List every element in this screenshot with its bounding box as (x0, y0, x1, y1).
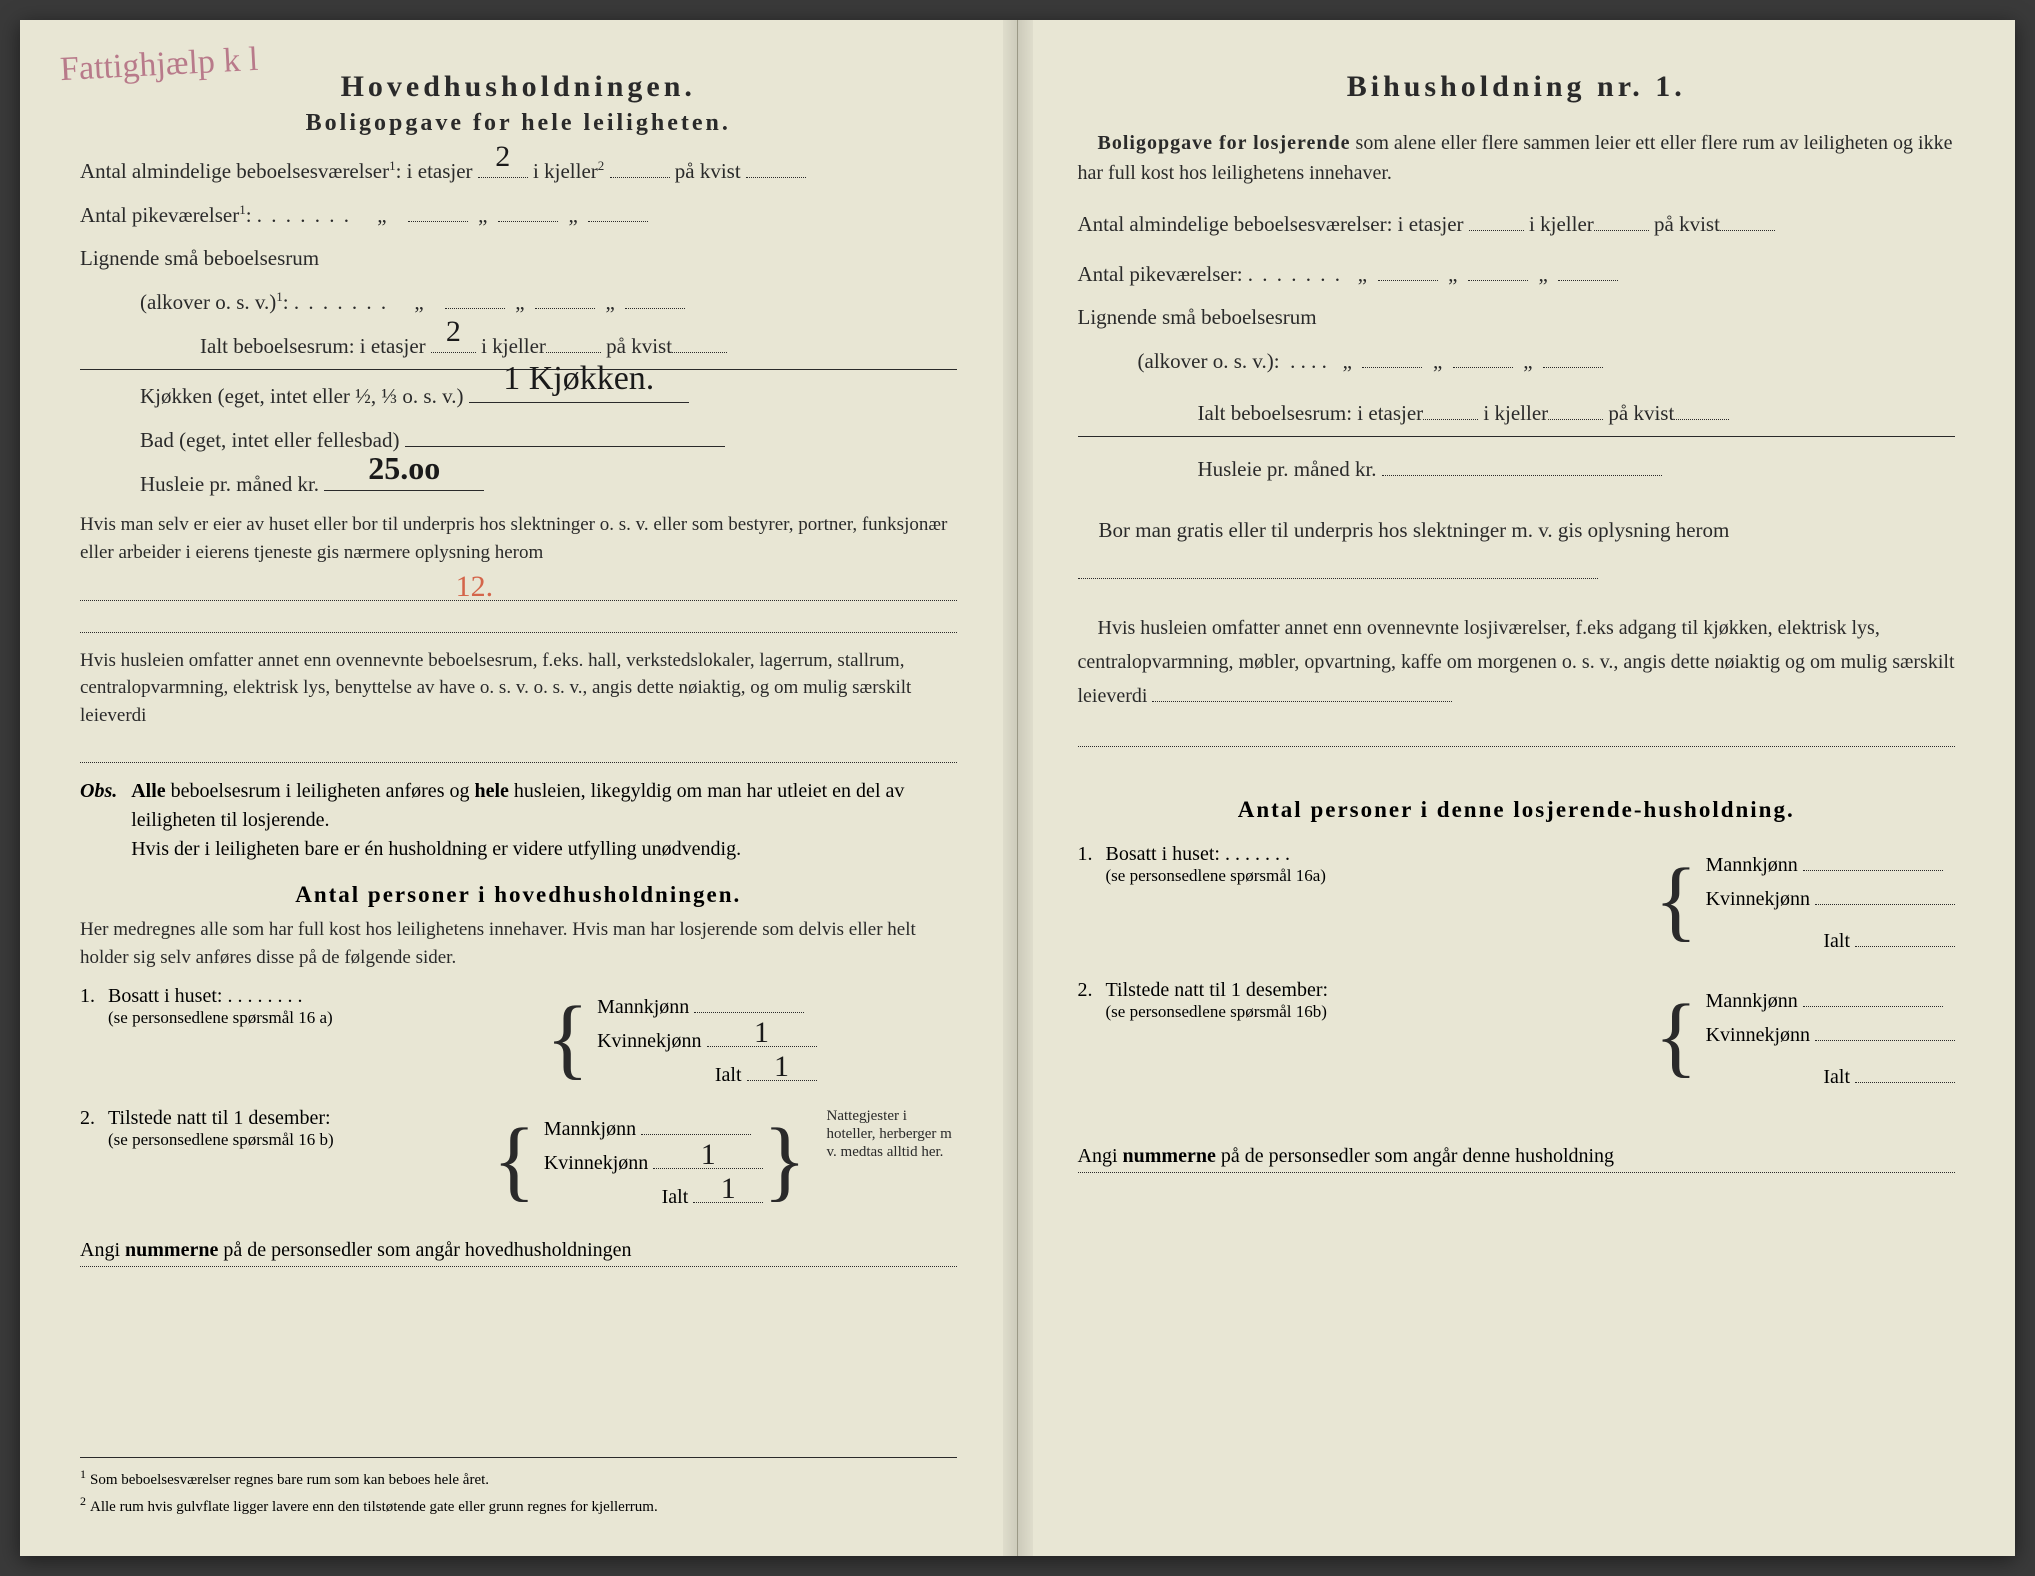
similar-rooms: Lignende små beboelsesrum (80, 242, 957, 276)
l7a: Husleie pr. måned kr. (140, 472, 319, 496)
document-sheet: Fattighjælp k l Hovedhusholdningen. Boli… (20, 20, 2015, 1556)
obs-e: Hvis der i leiligheten bare er én hushol… (131, 838, 741, 860)
l1d: på kvist (675, 159, 741, 183)
l1c: i kjeller (533, 159, 598, 183)
l1-hw: 2 (495, 133, 510, 181)
l5a: Kjøkken (eget, intet eller ½, ⅓ o. s. v.… (140, 384, 463, 408)
p2-sub: (se personsedlene spørsmål 16 b) (80, 1130, 493, 1150)
rl4a: Ialt beboelsesrum: i etasjer (1198, 401, 1424, 425)
obs-text: Alle beboelsesrum i leiligheten anføres … (131, 777, 956, 864)
l7-hw: 25.oo (368, 443, 440, 494)
rl4c: på kvist (1608, 401, 1674, 425)
ialt-2: Ialt (662, 1186, 689, 1208)
rp1-sub: (se personsedlene spørsmål 16a) (1078, 866, 1655, 886)
right-page: Bihusholdning nr. 1. Boligopgave for los… (1018, 20, 2016, 1556)
r-maids: Antal pikeværelser: „ „ „ (1078, 258, 1956, 292)
obs-a: Alle (131, 780, 165, 802)
l6: Bad (eget, intet eller fellesbad) (140, 428, 399, 452)
p2: Tilstede natt til 1 desember: (108, 1107, 331, 1129)
r-total: Ialt beboelsesrum: i etasjer i kjeller p… (1078, 397, 1956, 438)
blank-line-2 (80, 607, 957, 633)
l4a: Ialt beboelsesrum: i etasjer (200, 334, 426, 358)
intro-a: Boligopgave for losjerende (1098, 132, 1351, 154)
l5-hw: 1 Kjøkken. (503, 352, 654, 406)
r-rent: Husleie pr. måned kr. (1078, 453, 1956, 487)
rp2: Tilstede natt til 1 desember: (1106, 979, 1329, 1001)
red-hw: 12. (456, 570, 494, 604)
ialt2-hw: 1 (721, 1172, 736, 1206)
l2: Antal pikeværelser (80, 203, 239, 227)
rialt-2: Ialt (1823, 1066, 1850, 1088)
l3b: (alkover o. s. v.) (140, 290, 276, 314)
fn2: Alle rum hvis gulvflate ligger lavere en… (90, 1499, 658, 1515)
blank-line-1: 12. (80, 575, 957, 601)
rn1: Bor man gratis eller til underpris hos s… (1099, 518, 1730, 542)
right-title: Bihusholdning nr. 1. (1078, 70, 1956, 104)
right-intro: Boligopgave for losjerende som alene ell… (1078, 128, 1956, 188)
obs-c: hele (474, 780, 508, 802)
l1b: : i etasjer (396, 159, 473, 183)
side-note: Nattegjester i hoteller, herberger m v. … (827, 1107, 957, 1161)
alcoves: (alkover o. s. v.)1: „ „ „ (80, 286, 957, 320)
left-page: Fattighjælp k l Hovedhusholdningen. Boli… (20, 20, 1018, 1556)
rl3a: Lignende små beboelsesrum (1078, 305, 1317, 329)
kv2-hw: 1 (701, 1138, 716, 1172)
bath: Bad (eget, intet eller fellesbad) (80, 424, 957, 458)
l4-hw: 2 (446, 308, 461, 356)
r-blank (1078, 721, 1956, 747)
angi-right: Angi nummerne på de personsedler som ang… (1078, 1145, 1956, 1173)
rent: Husleie pr. måned kr. 25.oo (80, 468, 957, 502)
person-row-1: 1.Bosatt i huset: . . . . . . . . (se pe… (80, 985, 957, 1093)
rkvinne-1: Kvinnekjønn (1706, 888, 1810, 910)
left-subtitle: Boligopgave for hele leiligheten. (80, 110, 957, 137)
maids-rooms: Antal pikeværelser1: „ „ „ (80, 199, 957, 233)
r-rooms: Antal almindelige beboelsesværelser: i e… (1078, 208, 1956, 242)
rmann-2: Mannkjønn (1706, 990, 1798, 1012)
rl3b: (alkover o. s. v.): (1138, 349, 1280, 373)
persons-note: Her medregnes alle som har full kost hos… (80, 916, 957, 971)
p1-sub: (se personsedlene spørsmål 16 a) (80, 1008, 546, 1028)
rl1c: på kvist (1654, 212, 1720, 236)
r-note2: Hvis husleien omfatter annet enn ovennev… (1078, 611, 1956, 713)
owner-note: Hvis man selv er eier av huset eller bor… (80, 511, 957, 566)
mann-1: Mannkjønn (597, 996, 689, 1018)
kitchen: Kjøkken (eget, intet eller ½, ⅓ o. s. v.… (80, 380, 957, 414)
ialt-1: Ialt (715, 1064, 742, 1086)
mann-2: Mannkjønn (544, 1118, 636, 1140)
person-row-2: 2.Tilstede natt til 1 desember: (se pers… (80, 1107, 957, 1215)
obs-b: beboelsesrum i leiligheten anføres og (171, 780, 470, 802)
rp2-sub: (se personsedlene spørsmål 16b) (1078, 1002, 1655, 1022)
obs-block: Obs. Alle beboelsesrum i leiligheten anf… (80, 777, 957, 864)
rialt-1: Ialt (1823, 930, 1850, 952)
l1a: Antal almindelige beboelsesværelser (80, 159, 389, 183)
rent-includes-note: Hvis husleien omfatter annet enn ovennev… (80, 647, 957, 730)
rmann-1: Mannkjønn (1706, 854, 1798, 876)
rl1a: Antal almindelige beboelsesværelser: i e… (1078, 212, 1464, 236)
angi-left: Angi nummerne på de personsedler som ang… (80, 1239, 957, 1267)
kvinne-1: Kvinnekjønn (597, 1030, 701, 1052)
rl4b: i kjeller (1483, 401, 1548, 425)
obs-label: Obs. (80, 777, 117, 864)
l3a: Lignende små beboelsesrum (80, 246, 319, 270)
rp1: Bosatt i huset: (1106, 843, 1220, 865)
r-person-2: 2.Tilstede natt til 1 desember: (se pers… (1078, 979, 1956, 1095)
rl1b: i kjeller (1529, 212, 1594, 236)
footnotes: 1Som beboelsesværelser regnes bare rum s… (80, 1457, 957, 1520)
persons-section-title: Antal personer i hovedhusholdningen. (80, 882, 957, 908)
rl5: Husleie pr. måned kr. (1198, 457, 1377, 481)
fn1: Som beboelsesværelser regnes bare rum so… (90, 1472, 489, 1488)
p1: Bosatt i huset: (108, 985, 222, 1007)
r-note1: Bor man gratis eller til underpris hos s… (1078, 509, 1956, 593)
kv1-hw: 1 (754, 1016, 769, 1050)
rl2: Antal pikeværelser: (1078, 262, 1243, 286)
r-section: Antal personer i denne losjerende-hushol… (1078, 797, 1956, 823)
kvinne-2: Kvinnekjønn (544, 1152, 648, 1174)
blank-line-3 (80, 737, 957, 763)
r-alcoves: (alkover o. s. v.): . . . . „ „ „ (1078, 345, 1956, 379)
r-similar: Lignende små beboelsesrum (1078, 301, 1956, 335)
r-person-1: 1.Bosatt i huset: . . . . . . . (se pers… (1078, 843, 1956, 959)
rooms-line: Antal almindelige beboelsesværelser1: i … (80, 155, 957, 189)
rkvinne-2: Kvinnekjønn (1706, 1024, 1810, 1046)
ialt1-hw: 1 (774, 1050, 789, 1084)
